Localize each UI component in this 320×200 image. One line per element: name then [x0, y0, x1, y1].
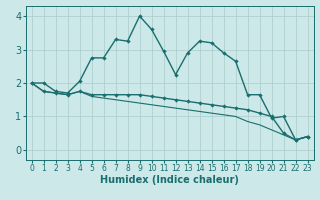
X-axis label: Humidex (Indice chaleur): Humidex (Indice chaleur) [100, 175, 239, 185]
